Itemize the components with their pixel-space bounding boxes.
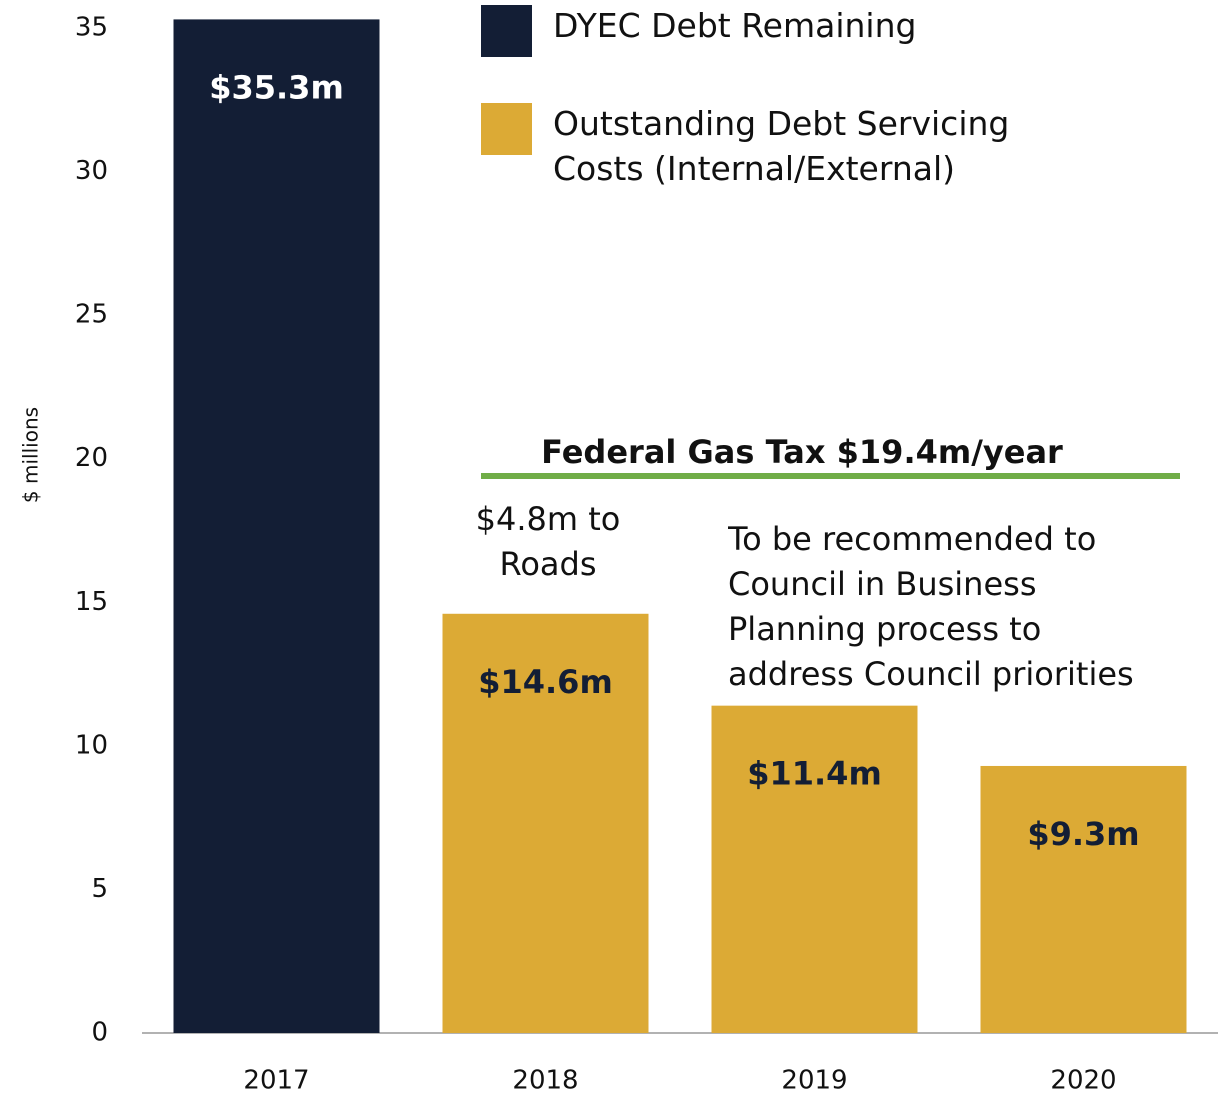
reference-label: Federal Gas Tax $19.4m/year — [541, 433, 1063, 471]
bar — [980, 765, 1187, 1033]
y-tick-label: 25 — [75, 300, 108, 330]
legend-label: Outstanding Debt Servicing Costs (Intern… — [553, 104, 1010, 188]
legend-label: DYEC Debt Remaining — [553, 6, 917, 45]
y-tick-label: 30 — [75, 156, 108, 186]
y-tick-label: 10 — [75, 730, 108, 760]
y-tick-label: 0 — [91, 1018, 108, 1048]
annotation: To be recommended to Council in Business… — [728, 520, 1134, 693]
annotation-box: To be recommended to Council in Business… — [728, 520, 1134, 693]
legend-swatch — [481, 5, 532, 57]
x-tick-label: 2017 — [243, 1066, 309, 1095]
bar — [711, 705, 918, 1033]
value-label: $35.3m — [209, 68, 344, 106]
legend-label-box: Outstanding Debt Servicing Costs (Intern… — [553, 104, 1010, 188]
value-label: $9.3m — [1027, 815, 1139, 853]
y-axis-label: $ millions — [19, 407, 43, 503]
x-tick-label: 2020 — [1050, 1066, 1116, 1095]
y-tick-label: 15 — [75, 587, 108, 617]
legend-label-box: DYEC Debt Remaining — [553, 6, 917, 45]
x-tick-label: 2019 — [781, 1066, 847, 1095]
legend-swatch — [481, 103, 532, 155]
value-label: $14.6m — [478, 663, 613, 701]
x-tick-label: 2018 — [512, 1066, 578, 1095]
annotation-box: $4.8m to Roads — [475, 500, 621, 583]
y-tick-label: 35 — [75, 13, 108, 43]
bar — [442, 613, 649, 1033]
bar — [173, 19, 380, 1033]
y-tick-label: 5 — [91, 874, 108, 904]
y-tick-label: 20 — [75, 443, 108, 473]
value-label: $11.4m — [747, 755, 882, 793]
annotation: $4.8m to Roads — [475, 500, 621, 583]
